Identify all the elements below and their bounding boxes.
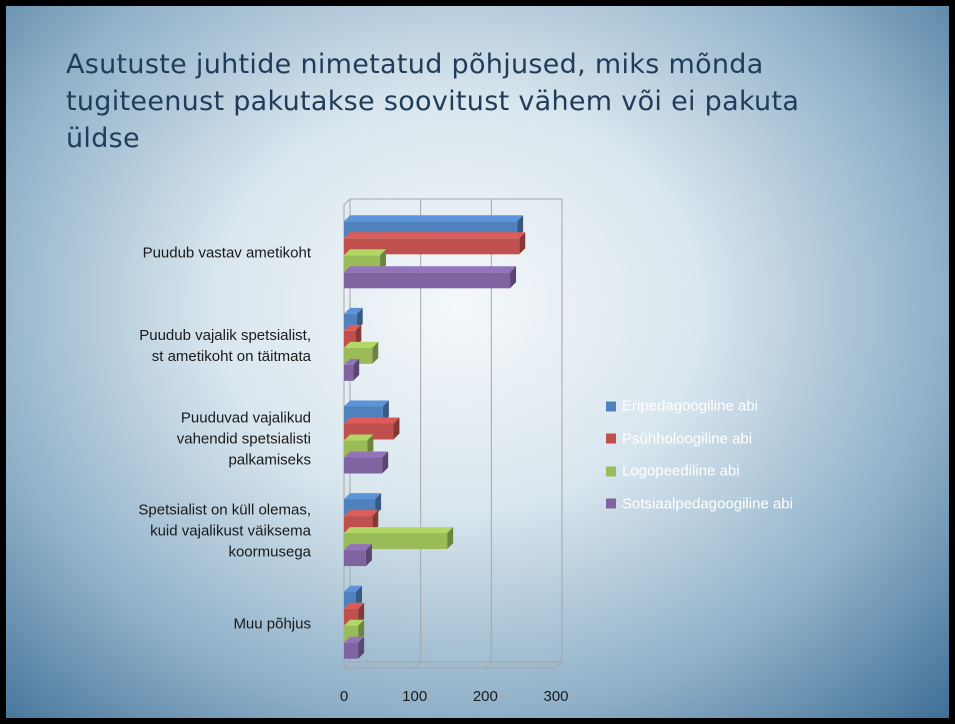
bar-top: [344, 585, 363, 592]
bar-side: [380, 249, 387, 272]
legend-swatch: [606, 401, 616, 411]
grid-line: [555, 661, 563, 669]
x-tick-label: 300: [543, 688, 568, 705]
bar-side: [510, 266, 517, 289]
bar-top: [344, 602, 365, 609]
legend-label: Sotsiaalpedagoogiline abi: [622, 495, 793, 512]
bar-top: [344, 266, 517, 273]
bar-side: [365, 544, 372, 567]
bar: [344, 266, 517, 289]
bar-side: [356, 307, 363, 330]
bar-side: [367, 434, 374, 457]
bar: [344, 544, 372, 567]
bar-side: [358, 636, 365, 659]
y-tick-label: Puudub vastav ametikoht: [142, 244, 311, 262]
bar-front: [344, 550, 366, 567]
bar-top: [344, 619, 365, 626]
y-tick-label: Puudub vajalik spetsialist, st ametikoht…: [139, 326, 311, 365]
legend-swatch: [606, 466, 616, 476]
x-tick-label: 100: [402, 688, 427, 705]
bar-front: [344, 642, 359, 659]
bar-top: [344, 358, 360, 365]
bar: [344, 232, 526, 255]
bar-front: [344, 364, 354, 381]
bar-side: [353, 358, 360, 381]
bar-side: [356, 585, 363, 608]
y-tick-label: Muu põhjus: [233, 615, 311, 633]
grid-line: [343, 661, 351, 669]
bar-top: [344, 215, 524, 222]
bar-top: [344, 527, 454, 534]
bar-side: [519, 232, 526, 255]
grid-line: [414, 661, 422, 669]
bar-top: [344, 636, 365, 643]
bar-side: [393, 417, 400, 440]
legend-item: Logopeediline abi: [606, 463, 740, 480]
bar: [344, 324, 362, 347]
bar-top: [344, 544, 372, 551]
bar-side: [447, 527, 454, 550]
legend-item: Psühholoogiline abi: [606, 430, 752, 447]
x-tick-label: 0: [340, 688, 348, 705]
bar-top: [344, 400, 389, 407]
chart: 0 100 200 300: [340, 198, 569, 705]
bar-top: [344, 307, 363, 314]
y-tick-label: Spetsialist on küll olemas, kuid vajalik…: [138, 501, 311, 561]
bar-side: [375, 493, 382, 516]
legend-item: Sotsiaalpedagoogiline abi: [606, 495, 793, 512]
bar-side: [355, 324, 362, 347]
bar: [344, 451, 389, 474]
bar-side: [382, 400, 389, 423]
bar-top: [344, 249, 387, 256]
bar-front: [344, 330, 356, 347]
x-tick-label: 200: [473, 688, 498, 705]
legend-swatch: [606, 433, 616, 444]
bar: [344, 636, 365, 659]
bar-top: [344, 434, 374, 441]
legend-label: Eripedagoogiline abi: [622, 397, 758, 415]
bar-side: [372, 341, 379, 364]
legend-swatch: [606, 498, 616, 509]
bar-top: [344, 493, 382, 500]
bar-front: [344, 272, 511, 289]
bar: [344, 358, 360, 381]
legend-item: Eripedagoogiline abi: [606, 398, 758, 415]
axis-line: [343, 198, 351, 206]
legend-label: Psühholoogiline abi: [622, 430, 753, 447]
bar-top: [344, 232, 526, 239]
grid-line: [484, 661, 492, 669]
bar-top: [344, 417, 400, 424]
y-tick-label: Puuduvad vajalikud vahendid spetsialisti…: [176, 409, 311, 468]
chart-title: Asutuste juhtide nimetatud põhjused, mik…: [66, 49, 800, 154]
bar-top: [344, 324, 362, 331]
bar-top: [344, 510, 379, 517]
bar-side: [372, 510, 379, 533]
bar-top: [344, 341, 379, 348]
bar-side: [382, 451, 389, 474]
bar-top: [344, 451, 389, 458]
legend-label: Logopeediline abi: [622, 462, 740, 480]
bar-front: [344, 238, 520, 255]
bar-side: [358, 602, 365, 625]
bar-front: [344, 457, 383, 474]
bar-side: [517, 215, 524, 238]
bar-side: [358, 619, 365, 642]
